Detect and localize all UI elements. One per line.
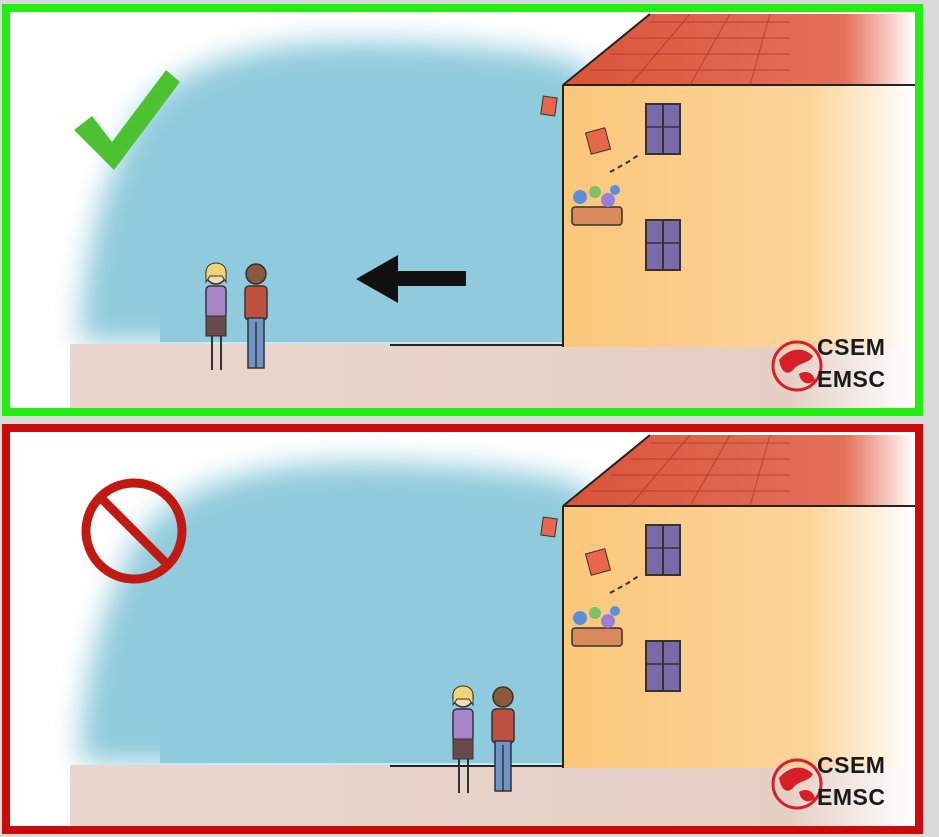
- window-upper: [646, 525, 680, 575]
- logo-line-2: EMSC: [817, 786, 885, 809]
- window-lower: [646, 641, 680, 691]
- building: [541, 435, 915, 768]
- correct-panel: CSEM EMSC: [2, 4, 923, 416]
- csem-emsc-logo: CSEM EMSC: [769, 330, 909, 400]
- logo-line-1: CSEM: [817, 754, 885, 777]
- window-lower: [646, 220, 680, 270]
- window-upper: [646, 104, 680, 154]
- incorrect-panel: CSEM EMSC: [2, 424, 923, 834]
- csem-emsc-logo: CSEM EMSC: [769, 748, 909, 818]
- building: [541, 14, 915, 347]
- falling-tile: [541, 96, 557, 116]
- man-figure: [492, 687, 514, 791]
- logo-line-2: EMSC: [817, 368, 885, 391]
- man-figure: [245, 264, 267, 368]
- logo-line-1: CSEM: [817, 336, 885, 359]
- falling-tile: [541, 517, 557, 537]
